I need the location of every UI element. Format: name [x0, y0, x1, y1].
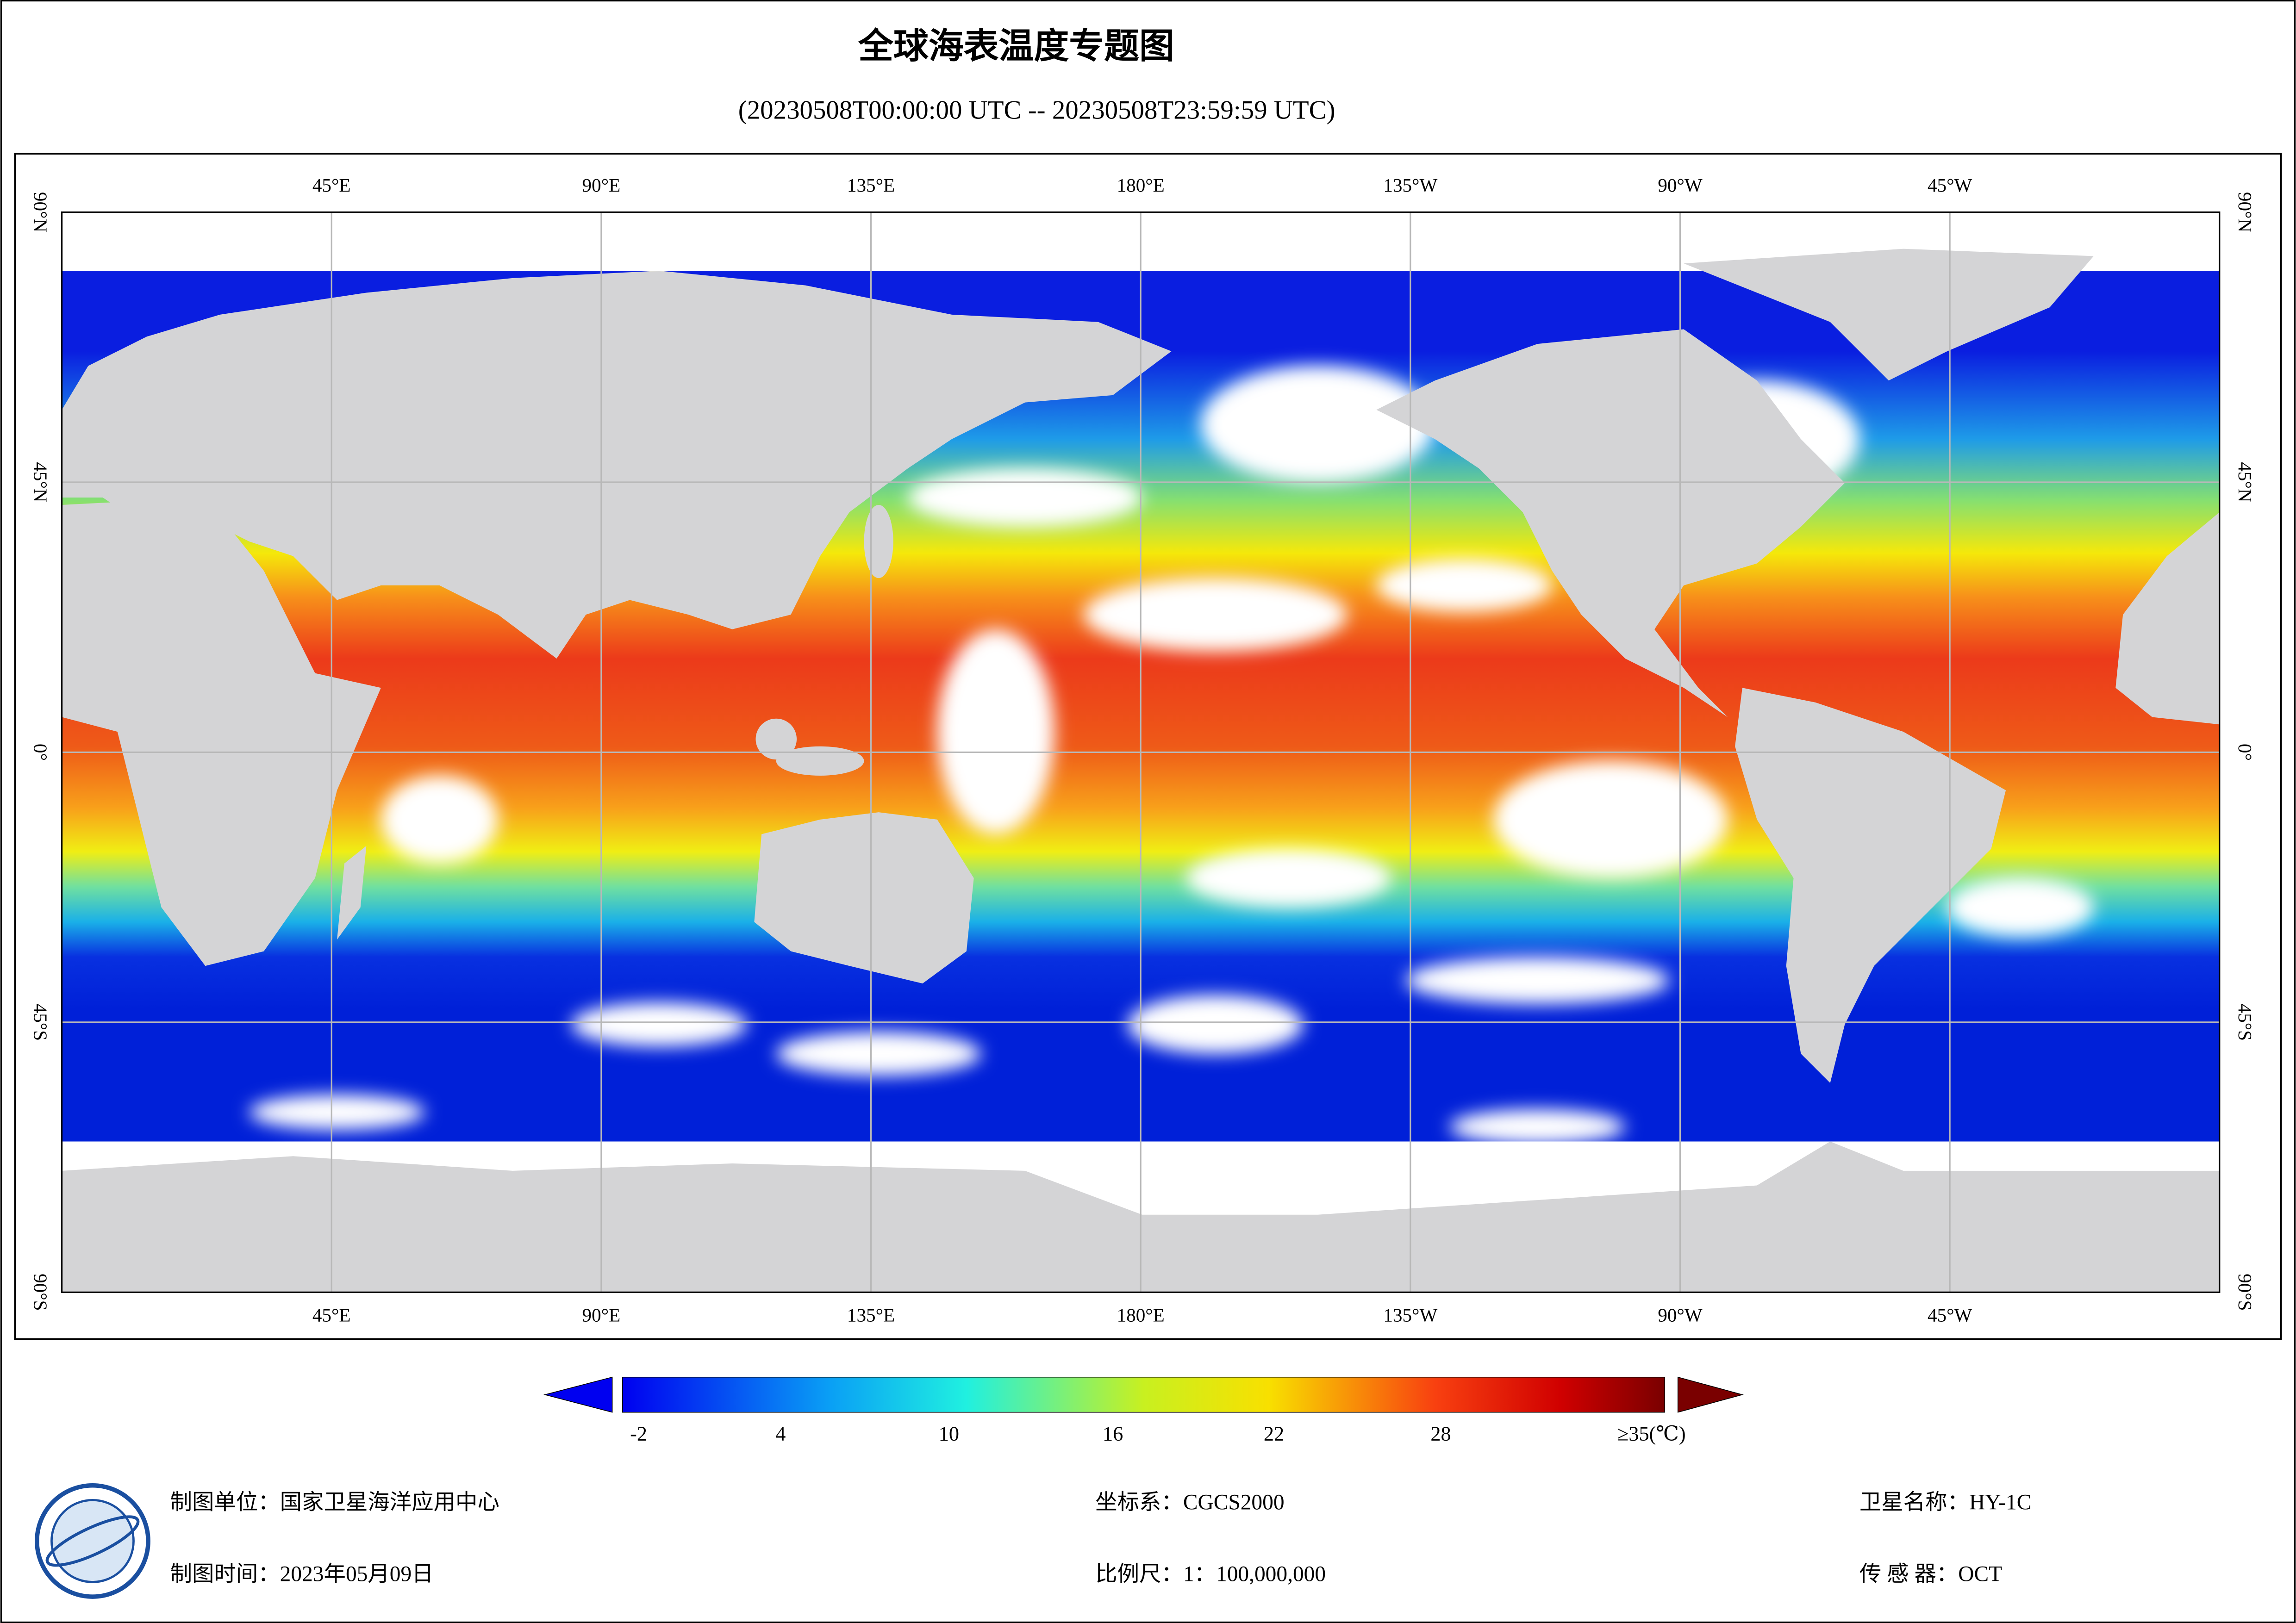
colorbar-tick-label: -2	[630, 1422, 647, 1445]
colorbar-ticks: -2 4 10 16 22 28	[630, 1422, 1451, 1445]
borneo	[755, 718, 797, 760]
eurasia	[62, 271, 1172, 659]
map-date: 制图时间：2023年05月09日	[170, 1562, 434, 1586]
latitude-label-right: 90°N	[2234, 192, 2256, 232]
producer: 制图单位：国家卫星海洋应用中心	[170, 1491, 499, 1515]
graticule	[62, 212, 2220, 1293]
australia	[754, 812, 974, 984]
indonesia	[776, 746, 864, 776]
map-neatline	[61, 211, 2221, 1293]
latitude-label-right: 90°S	[2234, 1274, 2256, 1311]
north-america	[1376, 329, 1845, 717]
longitude-label-bottom: 45°W	[1928, 1305, 1972, 1326]
satellite: 卫星名称：HY-1C	[1859, 1491, 2031, 1515]
latitude-label-left: 45°S	[30, 1004, 51, 1041]
cloud-gaps	[249, 366, 2094, 1144]
latitude-label-right: 0°	[2234, 744, 2256, 761]
latitude-label-left: 90°S	[30, 1274, 51, 1311]
latitude-label-left: 45°N	[30, 462, 51, 502]
colorbar: -2 4 10 16 22 28 ≥35(℃)	[543, 1376, 1744, 1445]
scale: 比例尺：1：100,000,000	[1095, 1562, 1326, 1586]
longitude-label-bottom: 135°E	[847, 1305, 895, 1326]
latitude-label-right: 45°N	[2234, 462, 2256, 502]
greenland	[1684, 249, 2094, 381]
longitude-label-bottom: 45°E	[312, 1305, 351, 1326]
colorbar-tick-label: 16	[1103, 1422, 1123, 1445]
longitude-label-bottom: 180°E	[1117, 1305, 1165, 1326]
logo	[35, 1483, 150, 1599]
latitude-label-left: 90°N	[30, 192, 51, 232]
latitude-label-right: 45°S	[2234, 1004, 2256, 1041]
longitude-label-top: 135°E	[847, 174, 895, 196]
longitude-label-top: 90°E	[582, 174, 621, 196]
colorbar-tick-label: 4	[775, 1422, 786, 1445]
south-america	[1735, 688, 2006, 1083]
longitude-label-bottom: 90°E	[582, 1305, 621, 1326]
longitude-label-top: 180°E	[1117, 174, 1165, 196]
title: 全球海表温度专题图	[858, 25, 1174, 66]
latitude-label-left: 0°	[30, 744, 51, 761]
map-body	[62, 212, 2220, 1293]
colorbar-ramp	[622, 1376, 1666, 1413]
japan	[864, 504, 893, 578]
sensor: 传 感 器：OCT	[1859, 1562, 2002, 1586]
footer: 制图单位：国家卫星海洋应用中心 制图时间：2023年05月09日 坐标系：CGC…	[170, 1491, 2032, 1586]
longitude-label-bottom: 90°W	[1658, 1305, 1703, 1326]
longitude-label-top: 45°E	[312, 174, 351, 196]
colorbar-tick-label: 28	[1430, 1422, 1451, 1445]
subtitle: (20230508T00:00:00 UTC -- 20230508T23:59…	[738, 96, 1335, 125]
colorbar-max-label: ≥35(℃)	[1617, 1422, 1686, 1445]
madagascar	[337, 846, 367, 940]
coordinate-system: 坐标系：CGCS2000	[1095, 1491, 1284, 1515]
longitude-label-bottom: 135°W	[1383, 1305, 1437, 1326]
longitude-label-top: 90°W	[1658, 174, 1703, 196]
axis-labels: 45°E 45°E 90°E 90°E 135°E 135°E 180°E 180°E 135°…	[30, 174, 2256, 1325]
longitude-label-top: 45°W	[1928, 174, 1972, 196]
colorbar-min-arrow	[543, 1376, 613, 1413]
africa	[62, 497, 381, 966]
west-africa	[2115, 512, 2220, 725]
colorbar-max-arrow	[1677, 1376, 1744, 1413]
longitude-label-top: 135°W	[1383, 174, 1437, 196]
colorbar-tick-label: 10	[939, 1422, 959, 1445]
colorbar-tick-label: 22	[1264, 1422, 1284, 1445]
